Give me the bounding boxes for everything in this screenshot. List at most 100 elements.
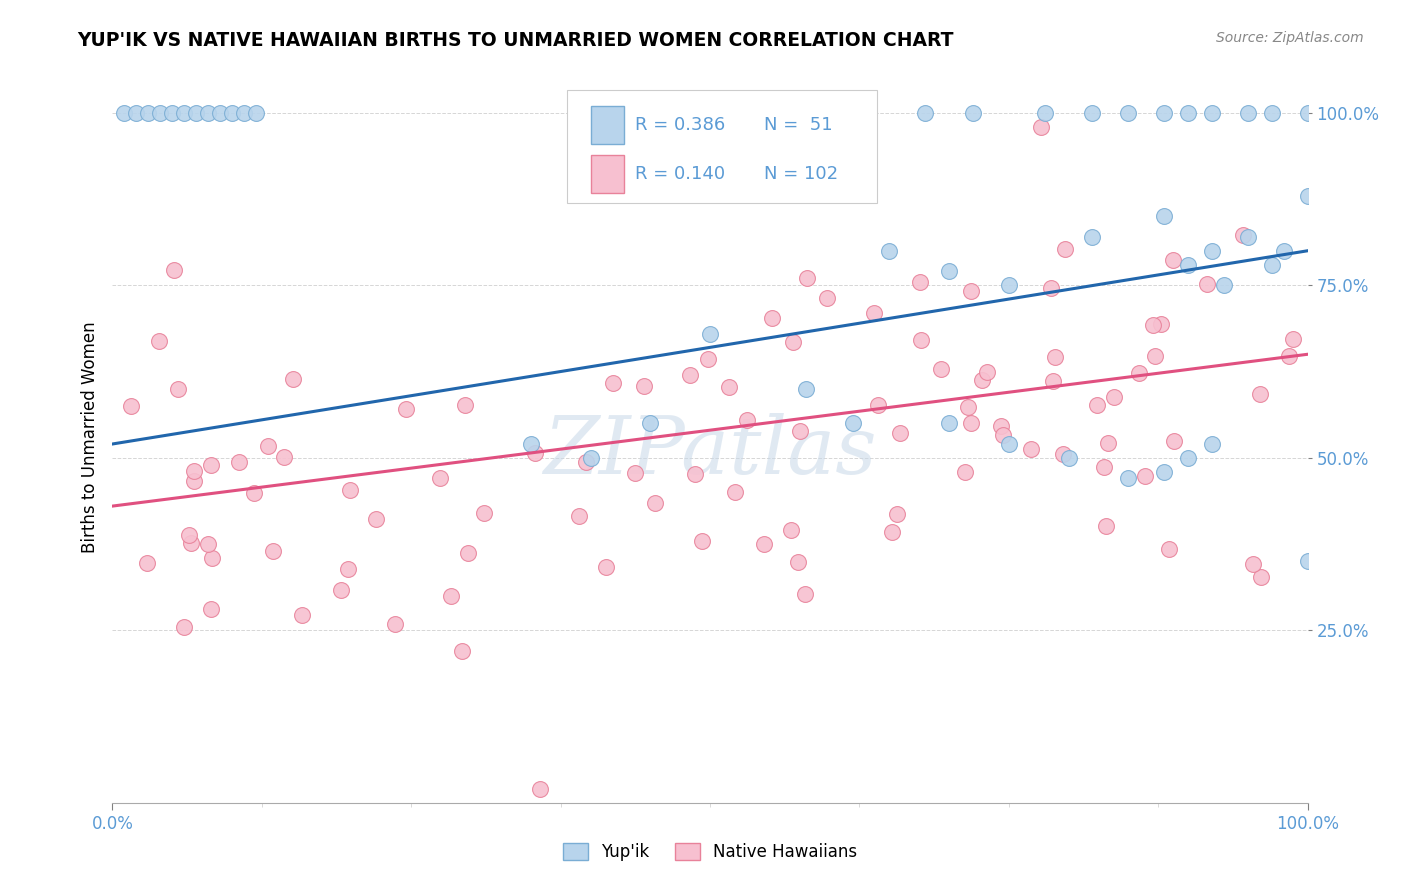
Point (787, 555, 810, 569)
Point (863, 305, 886, 319)
Point (1213, 278, 1236, 293)
Point (879, 244, 901, 258)
Point (1201, 244, 1223, 258)
Point (1272, 244, 1295, 258)
Point (125, 105, 148, 120)
Point (262, 544, 284, 558)
Point (330, 583, 353, 598)
Point (120, 399, 142, 413)
Point (1177, 105, 1199, 120)
Text: Source: ZipAtlas.com: Source: ZipAtlas.com (1216, 31, 1364, 45)
Point (197, 105, 219, 120)
Point (772, 185, 794, 199)
Point (998, 278, 1021, 293)
Point (1237, 105, 1260, 120)
Point (273, 450, 295, 464)
Point (998, 437, 1021, 451)
Point (1085, 398, 1108, 412)
Point (868, 398, 890, 412)
Point (395, 402, 418, 417)
Point (1250, 570, 1272, 584)
Point (679, 368, 702, 382)
FancyBboxPatch shape (591, 105, 624, 144)
Point (962, 105, 984, 120)
Point (640, 417, 662, 431)
Point (179, 528, 201, 542)
Point (929, 362, 952, 376)
Point (1081, 105, 1104, 120)
Point (953, 465, 976, 479)
Point (1296, 105, 1319, 120)
Point (793, 587, 815, 601)
Point (520, 437, 543, 451)
Point (882, 525, 904, 540)
Point (457, 546, 479, 560)
Point (696, 352, 718, 367)
Point (197, 537, 219, 551)
Point (1043, 350, 1066, 364)
Point (1133, 469, 1156, 483)
Point (1232, 227, 1254, 242)
Point (752, 536, 775, 550)
Point (842, 417, 865, 431)
Point (1095, 518, 1118, 533)
Text: ZIPatlas: ZIPatlas (543, 413, 877, 491)
Point (759, 105, 782, 120)
Text: N = 102: N = 102 (763, 165, 838, 183)
Point (337, 562, 360, 576)
Point (1201, 105, 1223, 120)
Point (910, 333, 932, 347)
Point (167, 382, 190, 396)
Point (1177, 258, 1199, 272)
Point (384, 617, 406, 632)
Point (364, 512, 387, 526)
Point (221, 105, 243, 120)
Point (339, 483, 361, 497)
Point (180, 536, 202, 550)
Point (644, 495, 666, 509)
Point (1177, 450, 1199, 465)
Point (633, 379, 655, 393)
Point (970, 374, 993, 388)
Point (114, 105, 135, 120)
Point (1039, 281, 1062, 295)
Point (1033, 105, 1056, 120)
Point (281, 372, 304, 386)
Point (796, 271, 818, 285)
Point (602, 376, 624, 390)
Point (595, 560, 617, 574)
Point (529, 782, 551, 797)
Point (1197, 277, 1219, 292)
FancyBboxPatch shape (567, 90, 877, 203)
Point (1153, 105, 1175, 120)
Point (735, 413, 758, 427)
Point (1201, 437, 1223, 451)
Point (183, 474, 205, 488)
Point (136, 556, 159, 570)
Point (1150, 318, 1173, 332)
Point (889, 425, 911, 440)
Text: N =  51: N = 51 (763, 116, 832, 134)
Point (228, 455, 250, 469)
Point (429, 471, 451, 485)
Point (794, 382, 817, 396)
Point (579, 450, 602, 465)
Point (186, 105, 208, 120)
Point (201, 550, 224, 565)
Point (1296, 554, 1319, 568)
Point (1081, 230, 1104, 244)
Point (1241, 558, 1264, 572)
Point (472, 506, 495, 520)
Point (1296, 188, 1319, 202)
Point (1153, 465, 1175, 479)
Point (1042, 374, 1064, 388)
Point (1282, 333, 1305, 347)
Y-axis label: Births to Unmarried Women: Births to Unmarried Women (80, 321, 98, 553)
Point (233, 105, 256, 120)
Text: R = 0.140: R = 0.140 (634, 165, 725, 183)
Point (956, 400, 979, 414)
Point (1128, 366, 1150, 380)
Point (243, 486, 266, 500)
Point (453, 398, 475, 412)
Point (138, 105, 160, 120)
